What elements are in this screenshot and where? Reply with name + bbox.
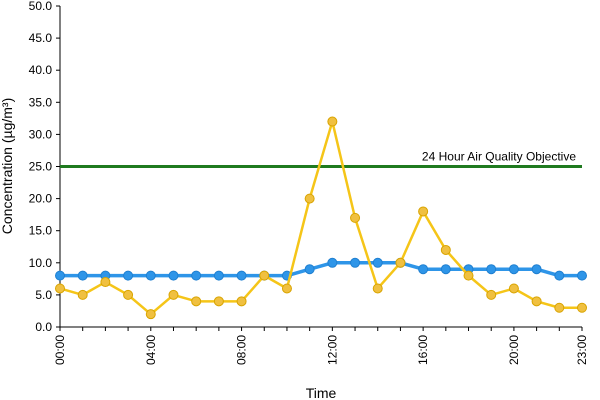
data-point bbox=[55, 283, 65, 294]
data-point bbox=[145, 270, 156, 281]
x-tick-label: 16:00 bbox=[416, 335, 430, 365]
data-point bbox=[236, 270, 247, 281]
y-tick-label: 25.0 bbox=[29, 160, 53, 174]
series-group bbox=[55, 116, 587, 320]
data-point bbox=[191, 296, 202, 307]
x-tick-label: 08:00 bbox=[235, 335, 249, 365]
data-point bbox=[77, 270, 88, 281]
data-point bbox=[281, 283, 292, 294]
data-point bbox=[577, 302, 587, 313]
data-point bbox=[77, 289, 88, 300]
y-tick-label: 30.0 bbox=[29, 127, 53, 141]
data-point bbox=[440, 244, 451, 255]
series-0 bbox=[55, 116, 587, 320]
data-point bbox=[259, 270, 270, 281]
data-point bbox=[372, 283, 383, 294]
x-tick-label: 12:00 bbox=[325, 335, 339, 365]
series-1 bbox=[55, 257, 587, 281]
data-point bbox=[168, 270, 179, 281]
reference-line-group: 24 Hour Air Quality Objective bbox=[60, 150, 582, 168]
y-tick-label: 50.0 bbox=[29, 0, 53, 13]
y-tick-label: 35.0 bbox=[29, 95, 53, 109]
data-point bbox=[123, 270, 134, 281]
series-line bbox=[60, 261, 582, 278]
reference-line-label: 24 Hour Air Quality Objective bbox=[422, 150, 576, 164]
data-point bbox=[350, 257, 361, 268]
x-tick-label: 00:00 bbox=[53, 335, 67, 365]
data-point bbox=[418, 264, 429, 275]
y-tick-label: 10.0 bbox=[29, 256, 53, 270]
x-axis-title: Time bbox=[306, 385, 337, 400]
data-point bbox=[304, 193, 315, 204]
data-point bbox=[327, 257, 338, 268]
data-point bbox=[418, 206, 429, 217]
data-point bbox=[395, 257, 406, 268]
data-point bbox=[236, 296, 247, 307]
y-axis-title: Concentration (µg/m³) bbox=[0, 98, 15, 234]
data-point bbox=[191, 270, 202, 281]
y-tick-label: 0.0 bbox=[35, 320, 52, 334]
data-point bbox=[100, 277, 111, 288]
data-point bbox=[327, 116, 338, 127]
data-point bbox=[372, 257, 383, 268]
data-point bbox=[508, 283, 519, 294]
data-point bbox=[554, 302, 565, 313]
x-tick-label: 23:00 bbox=[575, 335, 589, 365]
data-point bbox=[486, 289, 497, 300]
data-point bbox=[350, 212, 361, 223]
data-point bbox=[463, 270, 474, 281]
data-point bbox=[486, 264, 497, 275]
x-tick-label: 20:00 bbox=[507, 335, 521, 365]
data-point bbox=[531, 264, 542, 275]
data-point bbox=[577, 270, 587, 281]
data-point bbox=[531, 296, 542, 307]
data-point bbox=[213, 296, 224, 307]
y-tick-label: 45.0 bbox=[29, 31, 53, 45]
y-tick-label: 5.0 bbox=[35, 288, 52, 302]
x-axis: 00:00 04:00 08:00 12:00 16:00 20:00 23:00 bbox=[53, 326, 589, 365]
data-point bbox=[168, 289, 179, 300]
y-tick-label: 40.0 bbox=[29, 63, 53, 77]
data-point bbox=[554, 270, 565, 281]
data-point bbox=[213, 270, 224, 281]
data-point bbox=[55, 270, 65, 281]
x-tick-label: 04:00 bbox=[144, 335, 158, 365]
data-point bbox=[145, 309, 156, 320]
data-point bbox=[123, 289, 134, 300]
data-point bbox=[508, 264, 519, 275]
y-tick-label: 15.0 bbox=[29, 224, 53, 238]
y-axis: 0.0 5.0 10.0 15.0 20.0 25.0 30.0 35.0 40.0 45.0 50… bbox=[29, 0, 61, 334]
data-point bbox=[440, 264, 451, 275]
y-tick-label: 20.0 bbox=[29, 192, 53, 206]
data-point bbox=[304, 264, 315, 275]
